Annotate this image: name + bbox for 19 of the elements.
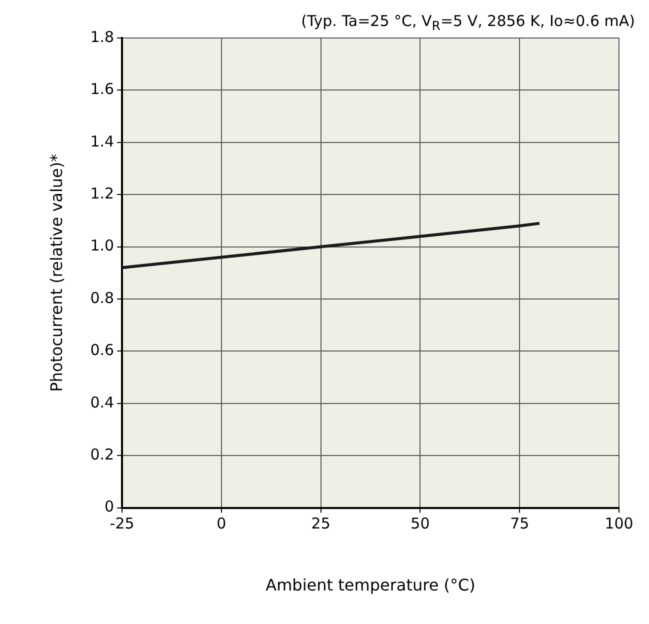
y-tick-label: 1.0 (90, 236, 114, 255)
y-tick-label: 1.2 (90, 184, 114, 202)
x-tick-label: -25 (110, 514, 134, 533)
x-tick-label: 0 (216, 514, 226, 533)
y-tick-label: 1.8 (90, 28, 114, 46)
x-axis-title: Ambient temperature (°C) (266, 576, 476, 595)
y-tick-label: 0.2 (90, 445, 114, 464)
y-tick-label: 0 (104, 498, 114, 516)
y-tick-label: 0.6 (90, 341, 114, 360)
chart-subtitle: (Typ. Ta=25 °C, V$_{R}$=5 V, 2856 K, Io≈0.6 mA) (301, 12, 635, 33)
y-tick-label: 1.4 (90, 132, 114, 150)
x-tick-label: 100 (604, 514, 634, 533)
x-tick-label: 75 (510, 514, 530, 533)
y-tick-label: 0.8 (90, 288, 114, 307)
y-tick-label: 0.4 (90, 393, 114, 412)
y-tick-label: 1.6 (90, 80, 114, 98)
y-axis-title: Photocurrent (relative value)* (46, 154, 66, 392)
x-tick-label: 50 (410, 514, 430, 533)
x-tick-label: 25 (311, 514, 330, 533)
